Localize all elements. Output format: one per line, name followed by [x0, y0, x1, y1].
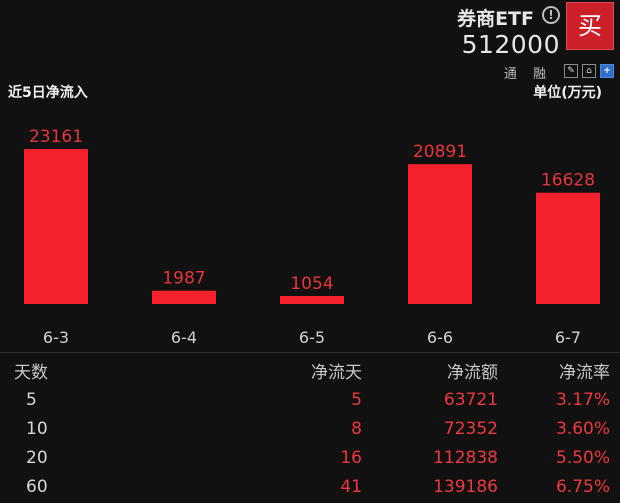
info-icon[interactable]: !: [542, 6, 560, 24]
category-label: 6-6: [427, 328, 453, 347]
home-icon[interactable]: ⌂: [582, 64, 596, 78]
inflow-rate-cell: 6.75%: [555, 476, 610, 497]
stats-header-row: 天数 净流天 净流额 净流率: [0, 356, 620, 385]
stats-table: 天数 净流天 净流额 净流率 5 5 63721 3.17% 10 8 7235…: [0, 356, 620, 501]
bar-6-4: [152, 290, 216, 304]
header-inflow-amount: 净流额: [447, 363, 498, 383]
header-title: 券商ETF: [457, 8, 534, 30]
unit-label: 单位(万元): [533, 85, 602, 101]
divider: [0, 352, 620, 353]
table-row: 20 16 112838 5.50%: [0, 443, 620, 472]
inflow-days-cell: 16: [340, 447, 362, 468]
inflow-rate-cell: 3.17%: [555, 389, 610, 410]
header-days: 天数: [14, 363, 48, 383]
days-cell: 60: [26, 476, 48, 497]
header-inflow-days: 净流天: [311, 363, 362, 383]
inflow-days-cell: 5: [351, 389, 362, 410]
category-label: 6-4: [171, 328, 197, 347]
inflow-days-cell: 8: [351, 418, 362, 439]
category-label: 6-7: [555, 328, 581, 347]
header-inflow-rate: 净流率: [559, 363, 610, 383]
toolbar-icons: ✎ ⌂ +: [564, 64, 614, 78]
bar-6-5: [280, 296, 344, 304]
days-cell: 5: [26, 389, 37, 410]
bar-value-label: 16628: [541, 171, 595, 191]
edit-icon[interactable]: ✎: [564, 64, 578, 78]
net-inflow-chart: 23161 6-3 1987 6-4 1054 6-5 20891 6-6 16628 6-7: [24, 127, 600, 347]
table-row: 5 5 63721 3.17%: [0, 385, 620, 414]
inflow-amount-cell: 63721: [443, 389, 498, 410]
inflow-amount-cell: 72352: [443, 418, 498, 439]
inflow-amount-cell: 112838: [433, 447, 498, 468]
inflow-amount-cell: 139186: [433, 476, 498, 497]
bar-6-3: [24, 149, 88, 304]
add-icon[interactable]: +: [600, 64, 614, 78]
inflow-days-cell: 41: [340, 476, 362, 497]
bar-value-label: 1054: [290, 274, 333, 294]
bar-value-label: 20891: [413, 142, 467, 162]
bar-6-6: [408, 164, 472, 304]
trade-tags: 通 融: [503, 67, 552, 82]
category-label: 6-5: [299, 328, 325, 347]
buy-button[interactable]: 买: [566, 2, 614, 50]
bar-6-7: [536, 192, 600, 304]
section-title: 近5日净流入: [8, 85, 88, 101]
days-cell: 10: [26, 418, 48, 439]
bar-value-label: 1987: [162, 269, 205, 289]
days-cell: 20: [26, 447, 48, 468]
inflow-rate-cell: 3.60%: [555, 418, 610, 439]
table-row: 60 41 139186 6.75%: [0, 472, 620, 501]
bar-value-label: 23161: [29, 127, 83, 147]
table-row: 10 8 72352 3.60%: [0, 414, 620, 443]
stock-code: 512000: [461, 30, 560, 59]
category-label: 6-3: [43, 328, 69, 347]
inflow-rate-cell: 5.50%: [555, 447, 610, 468]
